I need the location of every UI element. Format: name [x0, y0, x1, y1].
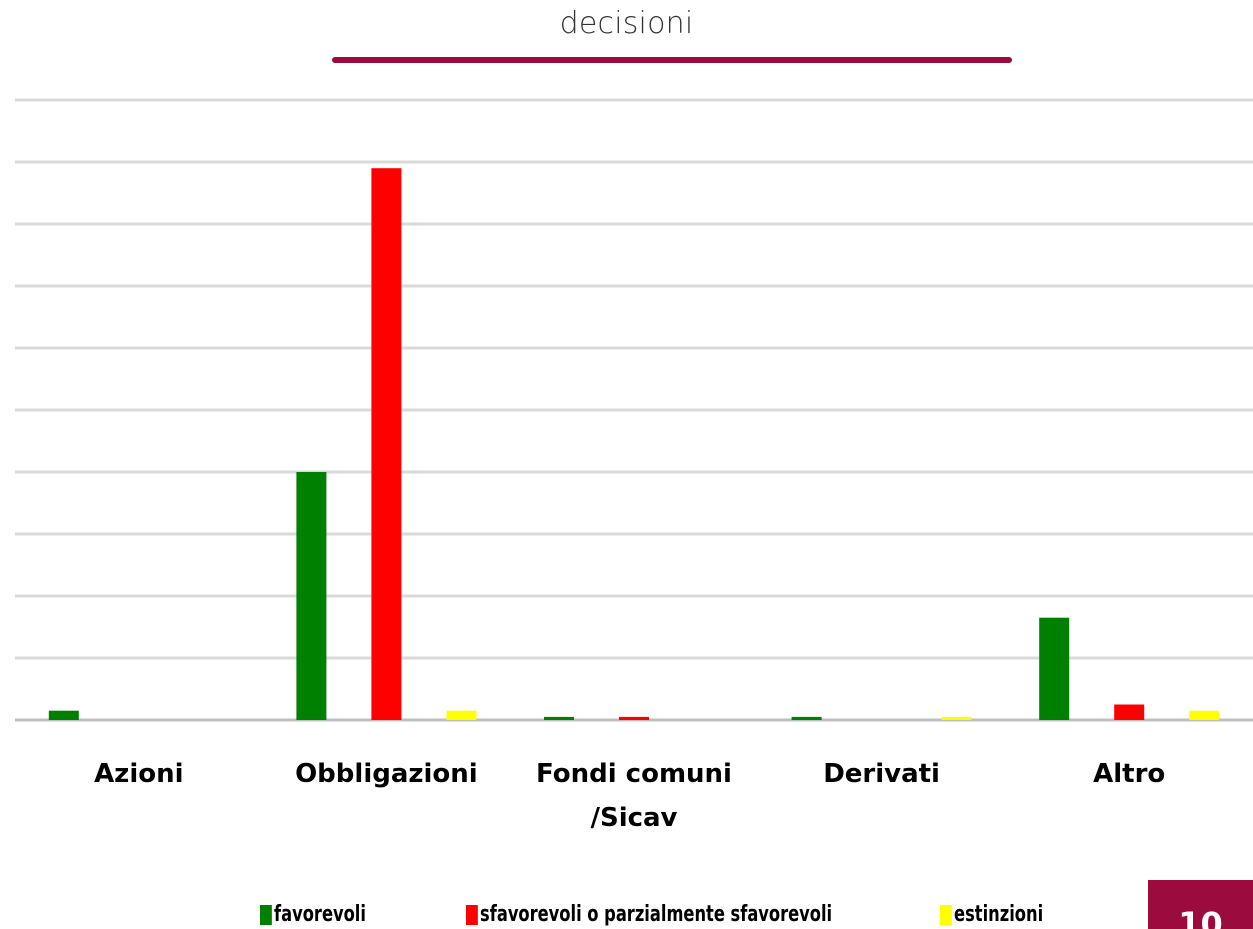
category-label: /Sicav — [590, 803, 677, 833]
legend-label-sfavorevoli: sfavorevoli o parzialmente sfavorevoli — [480, 902, 833, 927]
category-label: Azioni — [94, 759, 183, 789]
bar-sfavorevoli-4 — [1114, 704, 1145, 720]
legend-swatch-estinzioni — [940, 904, 952, 925]
category-labels: Azioni Obbligazioni Fondi comuni/Sicav Deri… — [94, 759, 1165, 833]
legend-label-favorevoli: favorevoli — [274, 902, 366, 927]
title-underline — [332, 57, 1012, 63]
bar-estinzioni-3 — [941, 716, 972, 720]
category-label: Derivati — [823, 759, 940, 789]
bar-sfavorevoli-1 — [371, 168, 402, 720]
bar-favorevoli-0 — [48, 710, 79, 720]
bar-favorevoli-4 — [1039, 617, 1070, 720]
chart-title: decisioni — [559, 6, 694, 41]
bar-estinzioni-1 — [446, 710, 477, 720]
legend: favorevoli sfavorevoli o parzialmente sf… — [0, 902, 1253, 929]
legend-swatch-sfavorevoli — [466, 904, 478, 925]
bar-favorevoli-3 — [791, 716, 822, 720]
bar-estinzioni-4 — [1189, 710, 1220, 720]
bar-sfavorevoli-2 — [619, 716, 649, 720]
bar-favorevoli-1 — [296, 472, 327, 720]
legend-item-favorevoli: favorevoli — [260, 902, 366, 927]
legend-item-sfavorevoli: sfavorevoli o parzialmente sfavorevoli — [466, 902, 832, 927]
legend-label-estinzioni: estinzioni — [954, 902, 1044, 927]
bar-chart: Azioni Obbligazioni Fondi comuni/Sicav Deri… — [15, 98, 1253, 833]
category-label: Altro — [1093, 759, 1165, 789]
bars — [48, 168, 1220, 720]
page-number-badge: 10 — [1148, 880, 1253, 929]
legend-item-estinzioni: estinzioni — [940, 902, 1043, 927]
legend-swatch-favorevoli — [260, 904, 272, 925]
bar-favorevoli-2 — [544, 716, 574, 720]
category-label: Fondi comuni — [536, 759, 732, 789]
page-number: 10 — [1178, 905, 1223, 929]
category-label: Obbligazioni — [295, 759, 478, 789]
